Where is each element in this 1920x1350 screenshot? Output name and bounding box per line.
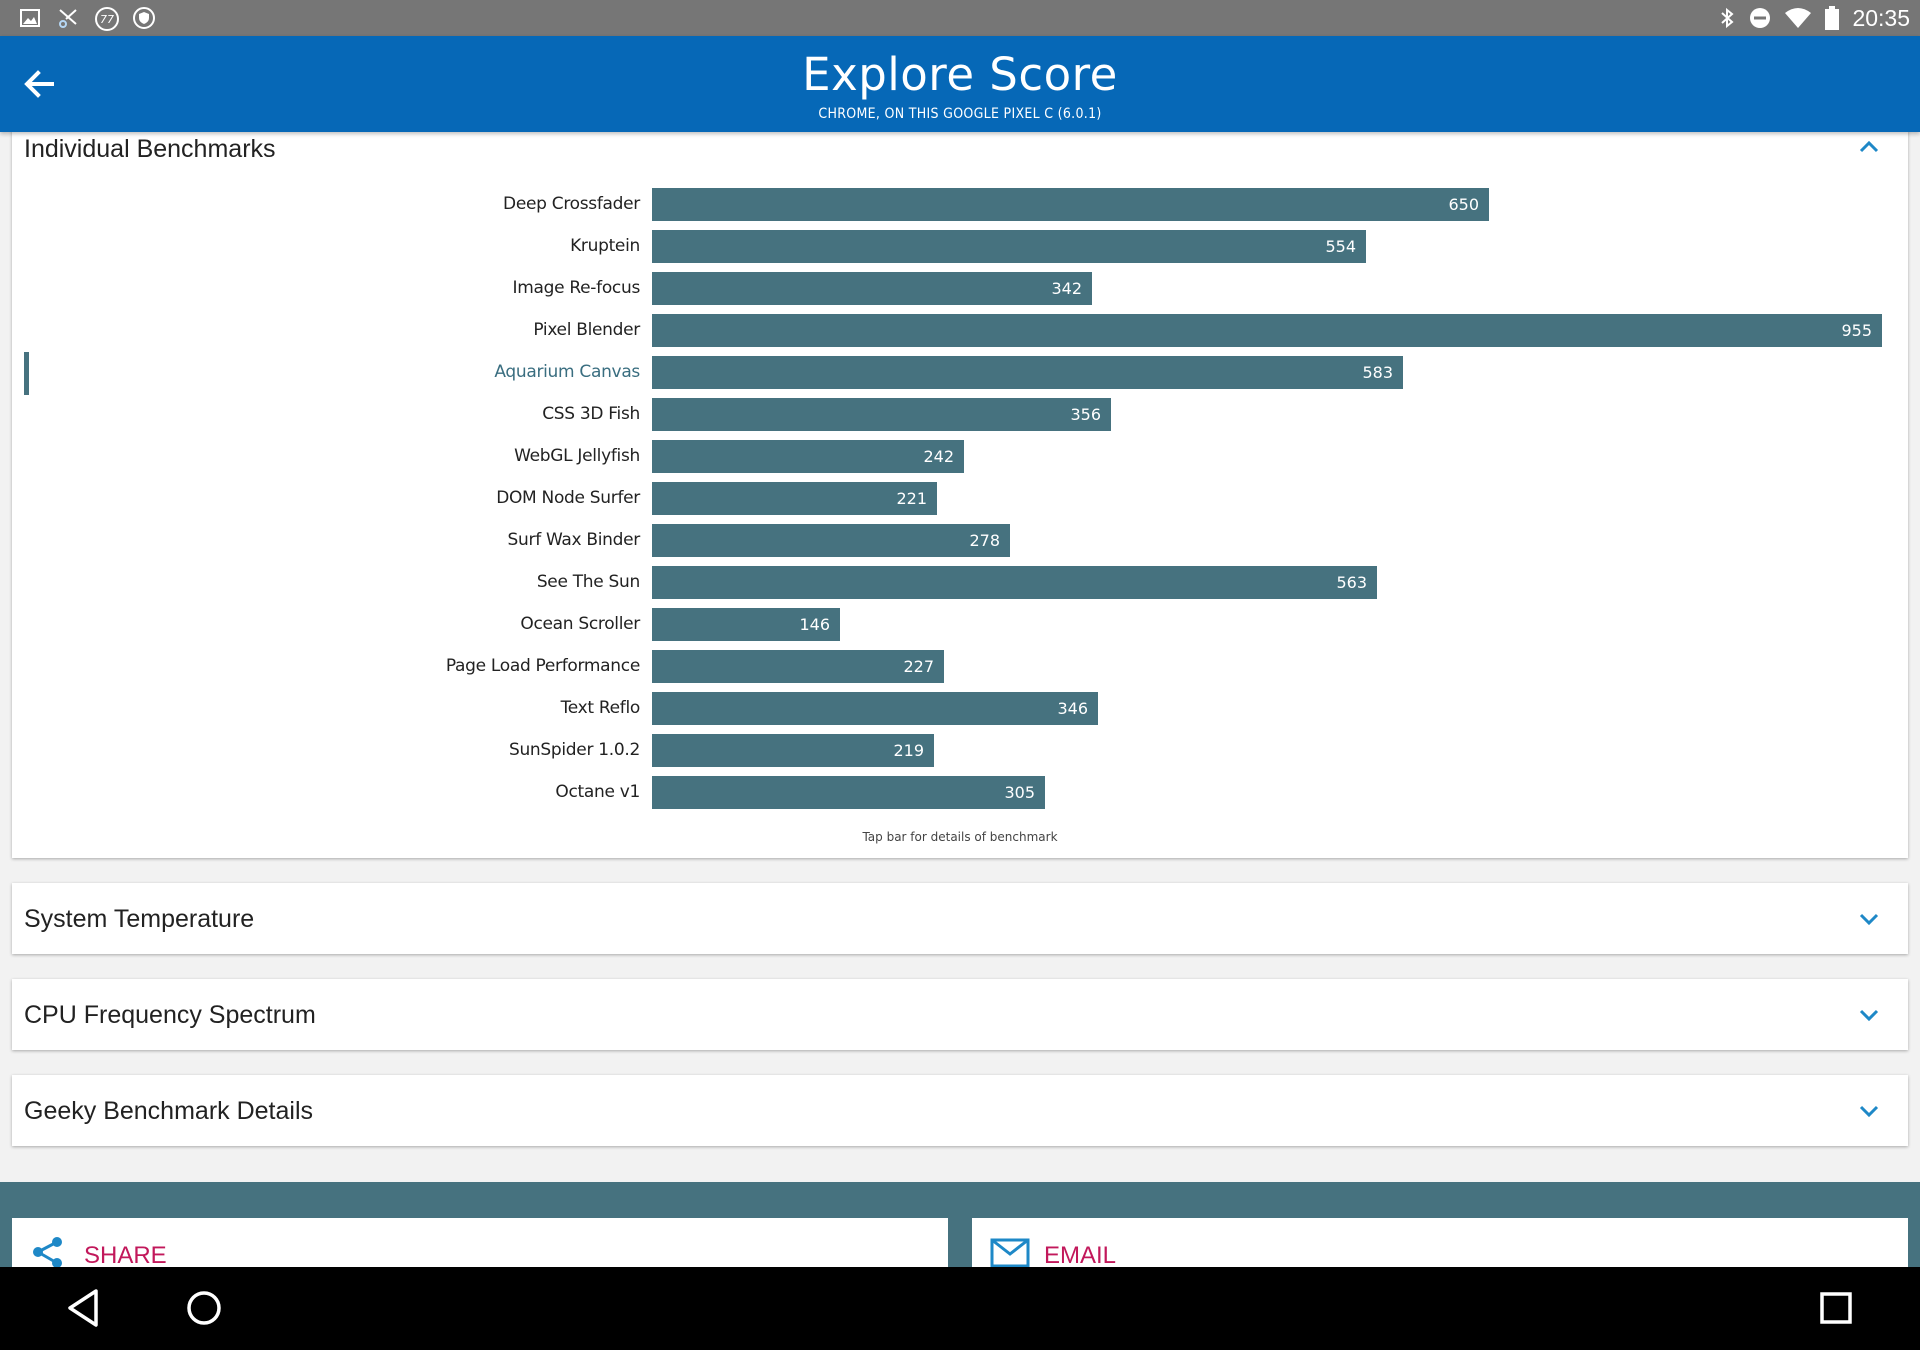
bar-value: 554	[1325, 237, 1356, 256]
bar-label: Octane v1	[555, 782, 640, 802]
notification-icons: 77	[18, 6, 156, 31]
do-not-disturb-icon	[1750, 8, 1771, 28]
page-title: Explore Score	[802, 48, 1118, 101]
geeky-details-section[interactable]: Geeky Benchmark Details	[12, 1075, 1908, 1146]
bar-label: Deep Crossfader	[503, 194, 640, 214]
bar-value: 278	[969, 531, 1000, 550]
nav-back-icon[interactable]	[66, 1287, 102, 1329]
bar-label: Surf Wax Binder	[507, 530, 641, 550]
bar-label: Pixel Blender	[533, 320, 640, 340]
bar-label: Kruptein	[570, 236, 640, 256]
chevron-down-icon[interactable]	[1856, 1098, 1882, 1124]
77-icon: 77	[94, 6, 119, 31]
status-bar: 77 20:35	[0, 0, 1920, 36]
system-temperature-section[interactable]: System Temperature	[12, 883, 1908, 954]
bar-value: 342	[1051, 279, 1082, 298]
bar-label: Page Load Performance	[445, 656, 640, 676]
bar-label: Aquarium Canvas	[494, 362, 640, 382]
section-title: System Temperature	[24, 905, 255, 933]
section-title: Geeky Benchmark Details	[24, 1097, 314, 1125]
bar-value: 305	[1004, 783, 1035, 802]
app-bar: Explore Score CHROME, ON THIS GOOGLE PIX…	[0, 36, 1920, 132]
benchmark-bar[interactable]	[652, 398, 1111, 431]
svg-text:77: 77	[100, 13, 114, 26]
cpu-frequency-section[interactable]: CPU Frequency Spectrum	[12, 979, 1908, 1050]
bar-value: 227	[903, 657, 934, 676]
section-title: CPU Frequency Spectrum	[24, 1001, 316, 1029]
benchmark-bar[interactable]	[652, 776, 1045, 809]
email-button[interactable]: EMAIL	[972, 1218, 1908, 1269]
benchmark-bar[interactable]	[652, 440, 964, 473]
nav-recents-icon[interactable]	[1818, 1287, 1854, 1329]
arrow-back-icon	[24, 70, 54, 98]
bar-value: 346	[1057, 699, 1088, 718]
benchmark-bar[interactable]	[652, 314, 1882, 347]
bar-label: See The Sun	[536, 572, 640, 592]
benchmark-bar-chart: Deep Crossfader 650 Kruptein 554 Image Re-fo…	[12, 122, 1908, 858]
benchmarks-card: Individual Benchmarks Deep Crossfader 650…	[12, 122, 1908, 858]
shield-icon	[132, 6, 156, 30]
benchmark-bar[interactable]	[652, 356, 1403, 389]
benchmark-bar[interactable]	[652, 650, 944, 683]
benchmark-bar[interactable]	[652, 692, 1098, 725]
benchmark-bar[interactable]	[652, 524, 1010, 557]
bar-label: SunSpider 1.0.2	[508, 740, 640, 760]
benchmark-bar[interactable]	[652, 188, 1489, 221]
benchmarks-title: Individual Benchmarks	[24, 135, 276, 163]
chevron-down-icon[interactable]	[1856, 1002, 1882, 1028]
share-label: SHARE	[84, 1242, 167, 1269]
scissors-icon	[56, 6, 80, 30]
bar-value: 219	[893, 741, 924, 760]
benchmark-bar[interactable]	[652, 272, 1092, 305]
bar-value: 146	[799, 615, 830, 634]
bar-value: 955	[1841, 321, 1872, 340]
bar-label: Text Reflo	[560, 698, 641, 718]
chart-note: Tap bar for details of benchmark	[862, 830, 1058, 844]
share-icon	[33, 1237, 62, 1268]
chevron-up-icon[interactable]	[1856, 134, 1882, 160]
chevron-down-icon[interactable]	[1856, 906, 1882, 932]
gallery-icon	[18, 6, 42, 30]
mail-icon	[990, 1238, 1030, 1268]
share-button[interactable]: SHARE	[12, 1218, 948, 1269]
benchmark-bar[interactable]	[652, 482, 937, 515]
bar-label: WebGL Jellyfish	[514, 446, 640, 466]
page-subtitle: CHROME, ON THIS GOOGLE PIXEL C (6.0.1)	[818, 106, 1102, 122]
bar-label: CSS 3D Fish	[542, 404, 640, 424]
bar-value: 563	[1336, 573, 1367, 592]
bar-value: 356	[1070, 405, 1101, 424]
navigation-bar	[0, 1267, 1920, 1350]
battery-icon	[1825, 6, 1840, 30]
bar-value: 650	[1448, 195, 1479, 214]
bar-value: 583	[1362, 363, 1393, 382]
bar-label: DOM Node Surfer	[496, 488, 640, 508]
bar-value: 221	[896, 489, 927, 508]
benchmark-bar[interactable]	[652, 230, 1366, 263]
benchmark-bar[interactable]	[652, 608, 840, 641]
bar-label: Ocean Scroller	[520, 614, 640, 634]
wifi-icon	[1785, 8, 1812, 28]
bar-label: Image Re-focus	[512, 278, 641, 298]
nav-home-icon[interactable]	[184, 1287, 224, 1329]
clock: 20:35	[1852, 4, 1910, 31]
back-button[interactable]	[18, 62, 62, 106]
benchmark-bar[interactable]	[652, 566, 1377, 599]
selection-marker	[24, 352, 29, 395]
benchmark-bar[interactable]	[652, 734, 934, 767]
system-icons: 20:35	[1718, 4, 1910, 32]
bluetooth-icon	[1721, 7, 1734, 29]
bar-value: 242	[923, 447, 954, 466]
email-label: EMAIL	[1044, 1242, 1117, 1269]
